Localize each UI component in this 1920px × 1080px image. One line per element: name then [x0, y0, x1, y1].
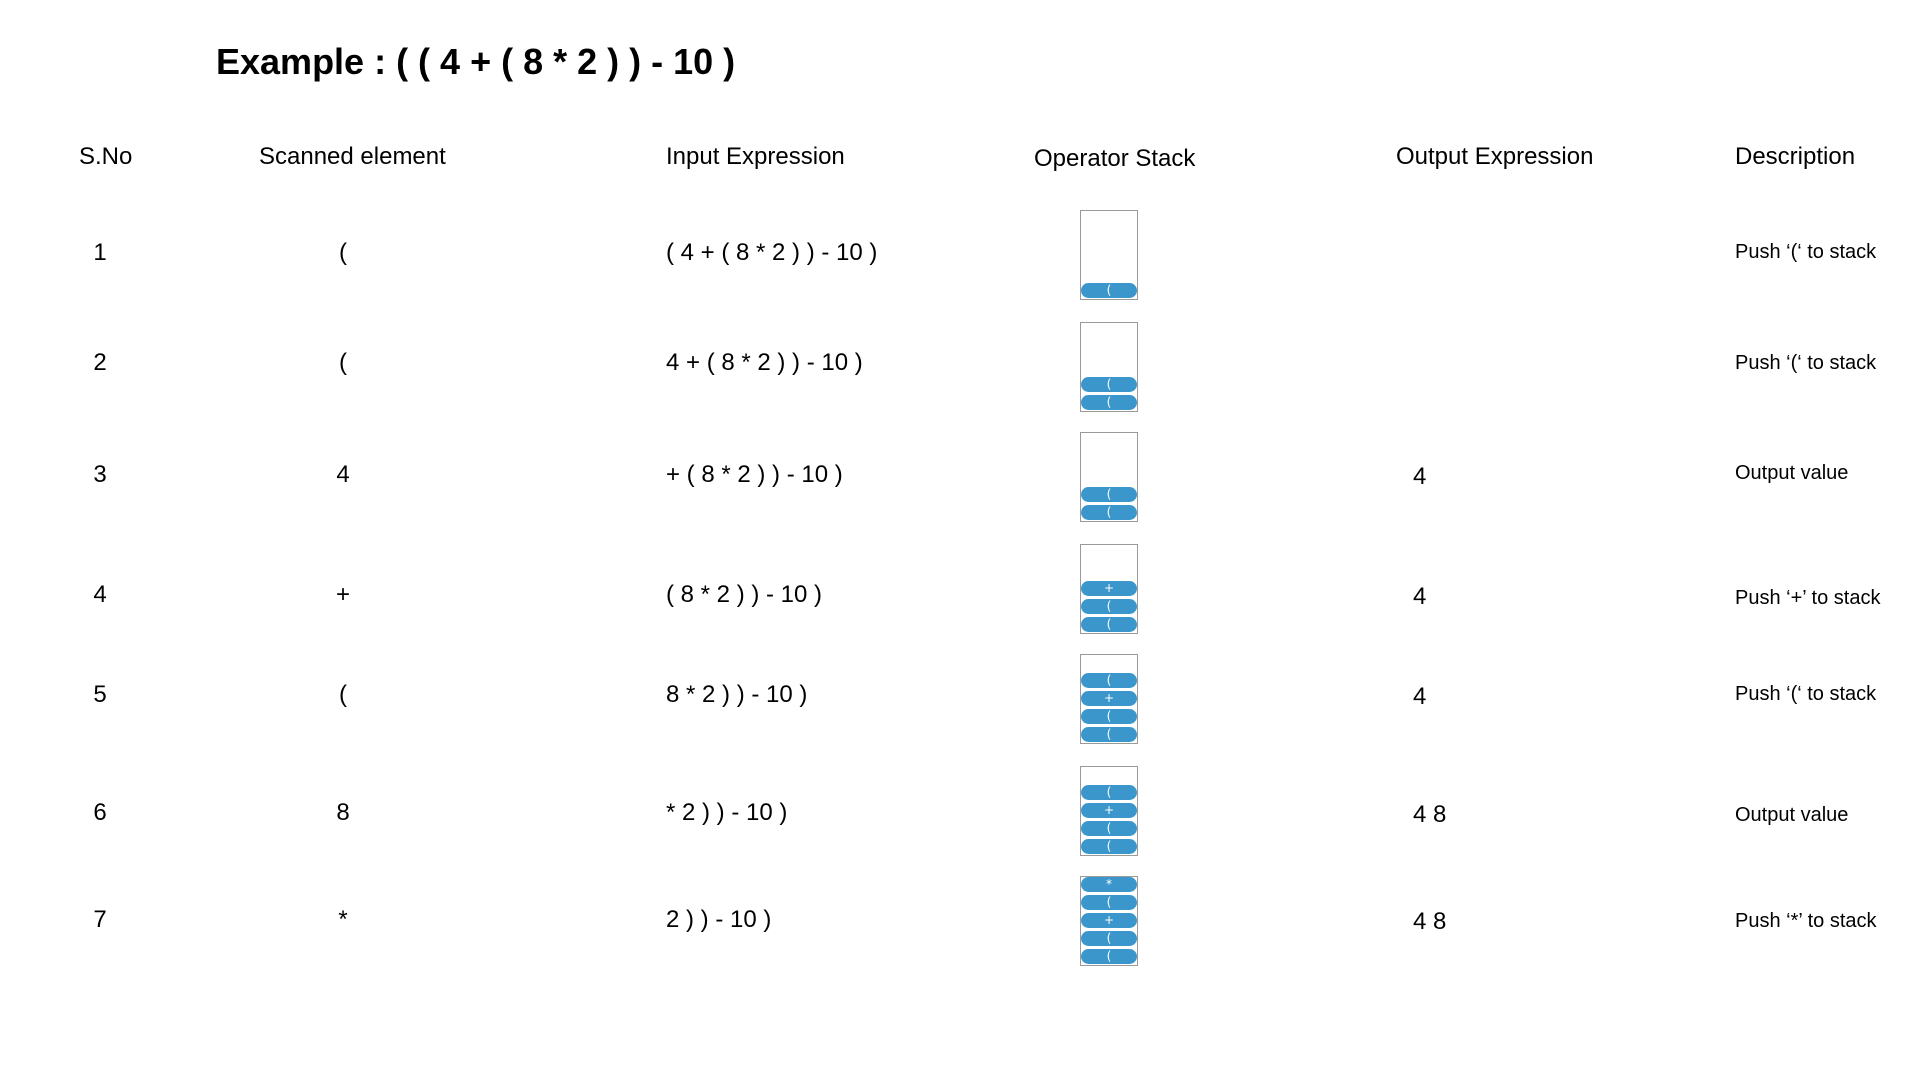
row-sno: 4	[93, 581, 107, 608]
row-scanned-element: (	[339, 681, 347, 708]
stack-item: (	[1081, 709, 1137, 724]
row-scanned-element: +	[335, 581, 351, 608]
stack-item: (	[1081, 283, 1137, 298]
row-description: Push ‘(‘ to stack	[1735, 352, 1877, 374]
row-input-expression: 2 ) ) - 10 )	[666, 906, 772, 933]
header-sno: S.No	[79, 143, 133, 170]
stack-item: *	[1081, 877, 1137, 892]
row-scanned-element: (	[339, 239, 347, 266]
stack-item: (	[1081, 821, 1137, 836]
stack-item: (	[1081, 931, 1137, 946]
row-input-expression: ( 8 * 2 ) ) - 10 )	[666, 581, 823, 608]
row-description: Push ‘(‘ to stack	[1735, 241, 1877, 263]
row-input-expression: 8 * 2 ) ) - 10 )	[666, 681, 808, 708]
stack-item: (	[1081, 673, 1137, 688]
stack-item: (	[1081, 395, 1137, 410]
row-scanned-element: *	[338, 906, 348, 933]
operator-stack: ((	[1080, 432, 1138, 522]
row-description: Push ‘+’ to stack	[1735, 587, 1881, 609]
stack-item: (	[1081, 949, 1137, 964]
row-output-expression: 4 8	[1413, 801, 1447, 828]
row-input-expression: 4 + ( 8 * 2 ) ) - 10 )	[666, 349, 863, 376]
row-description: Output value	[1735, 804, 1849, 826]
row-input-expression: + ( 8 * 2 ) ) - 10 )	[666, 461, 843, 488]
stack-item: (	[1081, 785, 1137, 800]
operator-stack: ( + ( (	[1080, 654, 1138, 744]
row-sno: 5	[93, 681, 107, 708]
operator-stack: ( + ( (	[1080, 766, 1138, 856]
row-scanned-element: 4	[336, 461, 350, 488]
row-input-expression: * 2 ) ) - 10 )	[666, 799, 788, 826]
stack-item: +	[1081, 581, 1137, 596]
header-input-expression: Input Expression	[666, 143, 845, 170]
stack-item: (	[1081, 727, 1137, 742]
row-scanned-element: (	[339, 349, 347, 376]
stack-item: +	[1081, 691, 1137, 706]
row-output-expression: 4	[1413, 683, 1427, 710]
row-scanned-element: 8	[336, 799, 350, 826]
row-description: Output value	[1735, 462, 1849, 484]
stack-item: (	[1081, 839, 1137, 854]
operator-stack: * ( + ( (	[1080, 876, 1138, 966]
row-output-expression: 4	[1413, 583, 1427, 610]
stack-item: +	[1081, 803, 1137, 818]
page-title: Example : ( ( 4 + ( 8 * 2 ) ) - 10 )	[216, 41, 736, 82]
row-description: Push ‘(‘ to stack	[1735, 683, 1877, 705]
stack-item: (	[1081, 377, 1137, 392]
row-output-expression: 4 8	[1413, 908, 1447, 935]
row-sno: 3	[93, 461, 107, 488]
operator-stack: (	[1080, 210, 1138, 300]
row-sno: 2	[93, 349, 107, 376]
stack-item: (	[1081, 487, 1137, 502]
row-sno: 1	[93, 239, 107, 266]
stack-item: (	[1081, 599, 1137, 614]
header-output-expression: Output Expression	[1396, 143, 1594, 170]
stack-item: +	[1081, 913, 1137, 928]
header-description: Description	[1735, 143, 1856, 170]
operator-stack: ((	[1080, 322, 1138, 412]
header-scanned-element: Scanned element	[259, 143, 446, 170]
stack-item: (	[1081, 617, 1137, 632]
operator-stack: + ( (	[1080, 544, 1138, 634]
row-sno: 7	[93, 906, 107, 933]
row-output-expression: 4	[1413, 463, 1427, 490]
row-sno: 6	[93, 799, 107, 826]
stack-item: (	[1081, 895, 1137, 910]
row-description: Push ‘*’ to stack	[1735, 910, 1877, 932]
stack-item: (	[1081, 505, 1137, 520]
header-operator-stack: Operator Stack	[1034, 145, 1196, 172]
row-input-expression: ( 4 + ( 8 * 2 ) ) - 10 )	[666, 239, 878, 266]
